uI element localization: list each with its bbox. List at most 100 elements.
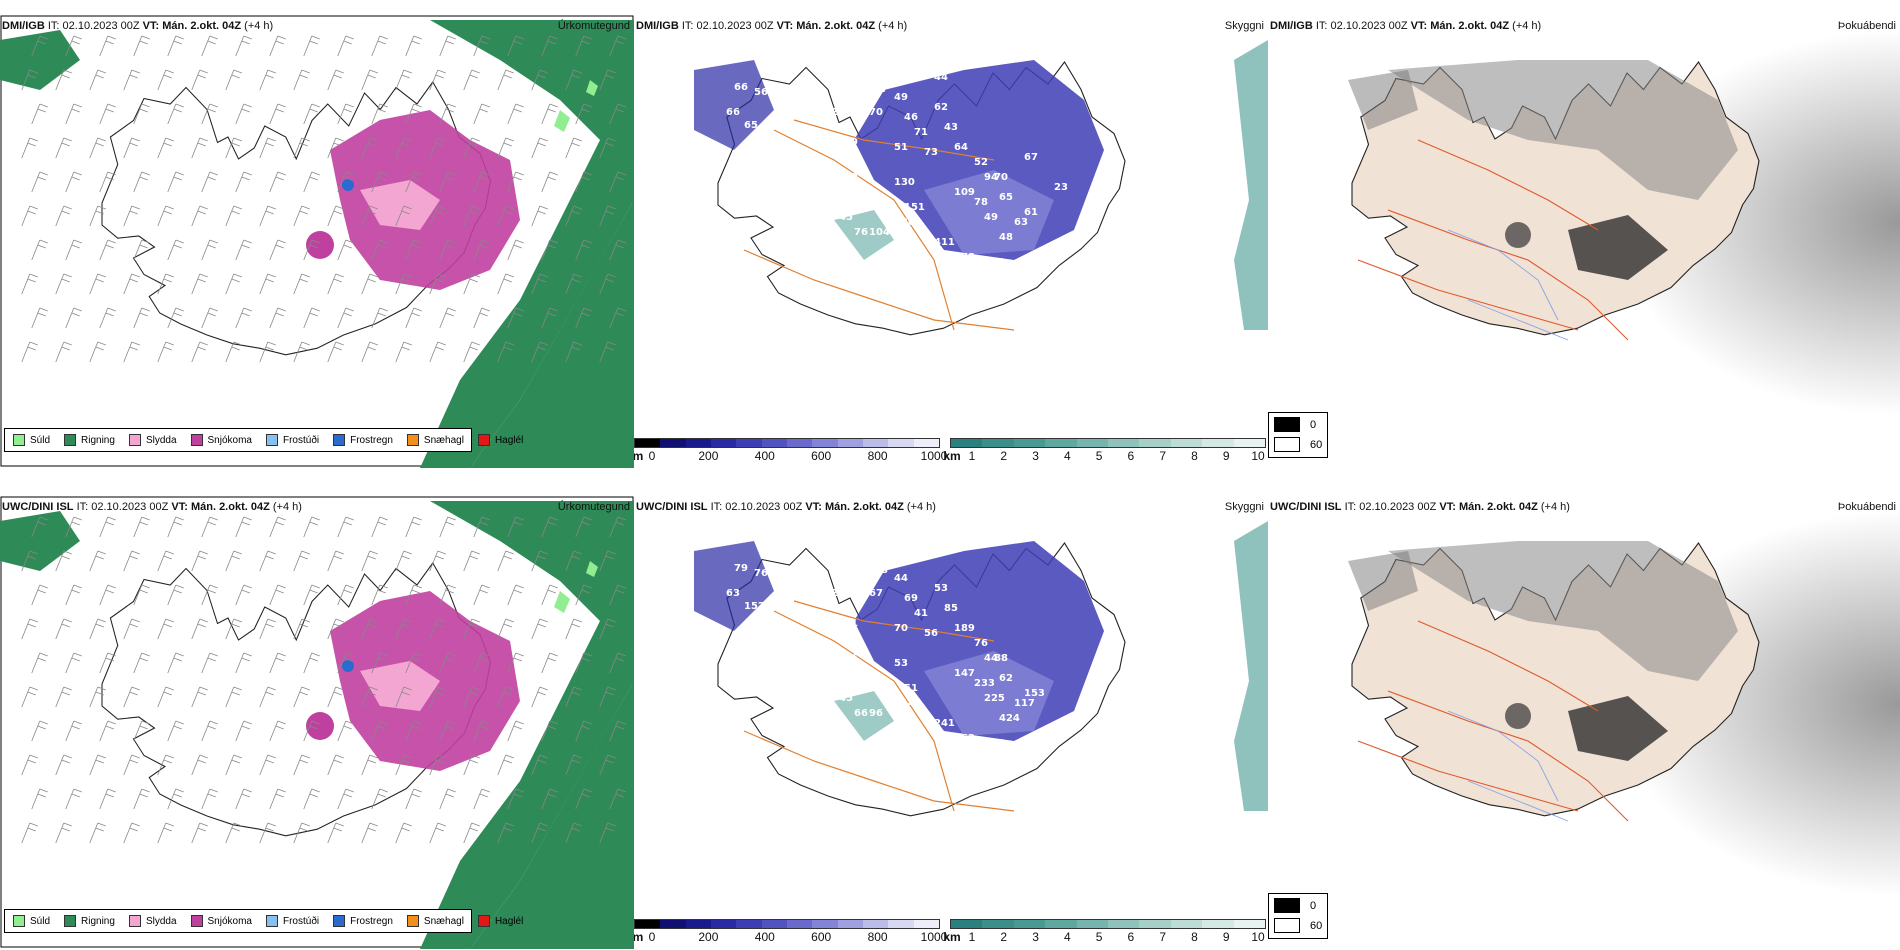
legend-item: Frostúði	[265, 434, 320, 446]
cloud-base-label: 225	[984, 693, 1005, 704]
fog-key-row: 0	[1274, 417, 1316, 432]
colorbar-swatch	[913, 920, 939, 928]
cloud-base-label: 79	[844, 137, 858, 148]
cloud-base-label: 79	[734, 563, 748, 574]
colorbar-tick: 6	[1127, 449, 1135, 463]
colorbar-swatch	[812, 920, 838, 928]
colorbar-unit: m	[634, 449, 644, 463]
legend-swatch	[477, 434, 490, 446]
legend-label: Haglél	[494, 915, 524, 927]
colorbar-swatch	[913, 439, 939, 447]
cloud-base-label: 45	[839, 693, 853, 704]
colorbar-tick: 1	[968, 449, 976, 463]
cloud-base-label: 53	[934, 583, 948, 594]
colorbar-swatch	[862, 920, 889, 928]
colorbar-tick: 8	[1191, 449, 1198, 463]
colorbar-tick: 4	[1063, 930, 1071, 944]
cloud-base-label: 70	[894, 623, 908, 634]
panel-title: Skyggni	[1224, 501, 1264, 513]
colorbar-tick: 2	[1000, 930, 1008, 944]
legend-item: Snæhagl	[406, 915, 464, 927]
colorbar-tick: 1	[968, 930, 976, 944]
legend-item: Súld	[13, 915, 50, 927]
cloud-base-label: 249	[914, 743, 935, 754]
legend-label: Slydda	[145, 434, 177, 446]
cloud-base-label: 66	[844, 653, 858, 664]
cloud-base-label: 130	[894, 177, 915, 188]
colorbar-swatch	[786, 920, 813, 928]
cloud-base-label: 98	[874, 565, 888, 576]
colorbar-swatch	[982, 439, 1014, 447]
cloud-base-label: 59	[854, 92, 868, 103]
colorbar-swatch	[888, 920, 914, 928]
cloud-base-label: 83	[764, 247, 778, 258]
colorbar-tick: 8	[1191, 930, 1198, 944]
legend-label: Snæhagl	[423, 434, 464, 446]
cloud-base-label: 310	[984, 257, 1005, 268]
cloud-base-label: 52	[974, 157, 988, 168]
panel-header: DMI/IGB IT: 02.10.2023 00Z VT: Mán. 2.ok…	[2, 20, 274, 32]
colorbar-tick: 600	[811, 930, 832, 944]
cloud-base-label: 278	[954, 252, 975, 263]
legend-swatch	[190, 915, 203, 927]
colorbar-tick: 4	[1063, 449, 1071, 463]
colorbar-swatch	[761, 439, 787, 447]
fog-key-swatch	[1274, 918, 1300, 933]
colorbar-swatch	[1233, 920, 1266, 928]
cloud-base-label: 56	[924, 628, 938, 639]
cloud-base-label: 61	[1024, 207, 1038, 218]
cloud-base-label: 64	[804, 202, 818, 213]
cloud-base-label: 241	[934, 718, 955, 729]
cloud-base-label: 52	[824, 588, 838, 599]
legend-item: Snæhagl	[406, 434, 464, 446]
colorbar-tick: 200	[698, 930, 719, 944]
colorbar-swatch	[1139, 439, 1171, 447]
cloud-base-label: 117	[1014, 698, 1035, 709]
legend-item: Snjókoma	[190, 915, 252, 927]
legend-label: Snjókoma	[207, 915, 252, 927]
cloud-base-label: 65	[744, 120, 758, 131]
colorbar-swatch	[1202, 920, 1234, 928]
cloud-base-label: 82	[824, 107, 838, 118]
cloud-base-label: 31	[1164, 272, 1178, 283]
legend-label: Frostúði	[282, 434, 320, 446]
fog-key-value: 0	[1310, 418, 1317, 431]
cloud-base-label: 96	[869, 708, 883, 719]
cloud-base-label: 46	[904, 112, 918, 123]
colorbar-tick: 800	[867, 449, 888, 463]
cloud-base-label: 67	[869, 588, 883, 599]
fog-key-swatch	[1274, 417, 1300, 432]
colorbar-swatch	[1202, 439, 1234, 447]
fog-index-map	[1268, 481, 1900, 949]
cloud-base-label: 67	[1024, 152, 1038, 163]
legend-label: Súld	[30, 915, 51, 927]
colorbar-tick: 800	[867, 930, 888, 944]
colorbar-swatch	[1139, 920, 1171, 928]
colorbar-swatch	[710, 439, 737, 447]
fog-map-svg	[1268, 511, 1900, 939]
fog-index-map	[1268, 0, 1900, 468]
cloud-base-label: 163	[954, 733, 975, 744]
fog-key-swatch	[1274, 437, 1300, 452]
cloud-base-label: 51	[894, 142, 908, 153]
cloud-base-label: 109	[954, 187, 975, 198]
colorbar-swatch	[1170, 439, 1203, 447]
fog-key-value: 60	[1310, 438, 1323, 451]
panel-header: DMI/IGB IT: 02.10.2023 00Z VT: Mán. 2.ok…	[1270, 20, 1542, 32]
fog-key-value: 0	[1310, 899, 1317, 912]
cloud-base-label: 147	[954, 668, 975, 679]
cloud-base-label: 426	[784, 167, 805, 178]
legend-label: Frostregn	[350, 915, 393, 927]
colorbar-tick: 7	[1159, 930, 1166, 944]
colorbar-swatch	[1108, 920, 1140, 928]
legend-swatch	[406, 915, 419, 927]
panel-header: DMI/IGB IT: 02.10.2023 00Z VT: Mán. 2.ok…	[636, 20, 908, 32]
legend-item: Haglél	[477, 915, 524, 927]
legend-label: Slydda	[145, 915, 177, 927]
legend-swatch	[265, 434, 278, 446]
legend-label: Snjókoma	[207, 434, 252, 446]
colorbar-swatch	[736, 920, 762, 928]
legend-item: Slydda	[128, 434, 177, 446]
panel-title: Úrkomutegund	[557, 501, 630, 513]
cloud-base-label: 76	[754, 568, 768, 579]
